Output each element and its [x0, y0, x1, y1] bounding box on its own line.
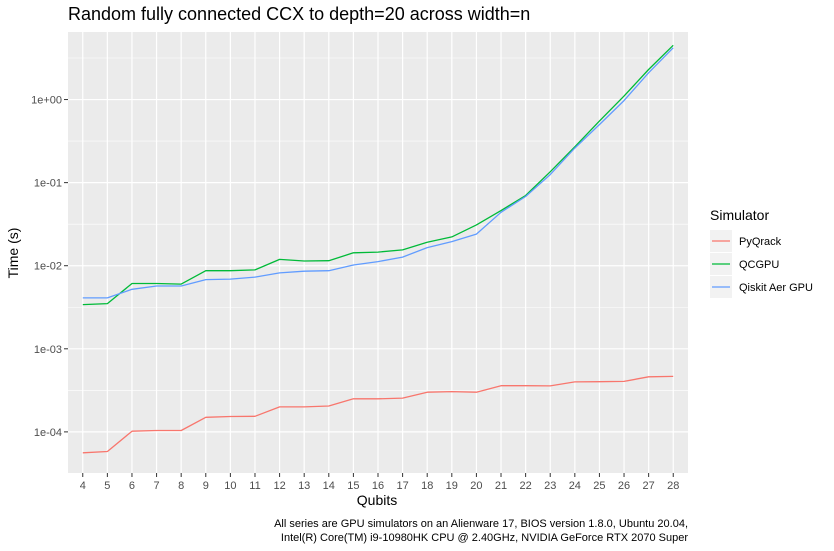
x-tick-label: 10	[224, 480, 236, 492]
caption-line-1: All series are GPU simulators on an Alie…	[274, 518, 688, 530]
x-tick-label: 15	[347, 480, 359, 492]
x-axis-title: Qubits	[357, 492, 397, 508]
x-tick-label: 27	[643, 480, 655, 492]
series-lines	[82, 44, 674, 454]
y-tick-label: 1e+00	[31, 95, 62, 107]
x-tick-label: 8	[178, 480, 184, 492]
x-tick-label: 17	[396, 480, 408, 492]
legend: Simulator PyQrack QCGPU Qiskit Aer GPU	[710, 207, 813, 298]
x-tick-label: 25	[593, 480, 605, 492]
y-tick-label: 1e-03	[34, 344, 62, 356]
legend-label: Qiskit Aer GPU	[739, 282, 813, 294]
x-tick-label: 20	[470, 480, 482, 492]
x-axis: 4 5 6 7 8 9 10 11 12 13 14 15 16 17 18 19 20 21 22 23 24 25 26…	[80, 473, 679, 492]
x-tick-label: 12	[273, 480, 285, 492]
x-tick-label: 26	[618, 480, 630, 492]
x-tick-label: 18	[421, 480, 433, 492]
y-axis: 1e-04 1e-03 1e-02 1e-01 1e+00	[31, 95, 68, 439]
legend-title: Simulator	[710, 207, 769, 223]
x-tick-label: 13	[298, 480, 310, 492]
legend-items: PyQrack QCGPU Qiskit Aer GPU	[710, 230, 813, 298]
y-axis-title: Time (s)	[5, 228, 21, 279]
x-tick-label: 21	[495, 480, 507, 492]
x-tick-label: 6	[129, 480, 135, 492]
x-tick-label: 7	[154, 480, 160, 492]
series-line	[82, 44, 674, 306]
x-tick-label: 19	[446, 480, 458, 492]
y-tick-label: 1e-01	[34, 178, 62, 190]
x-tick-label: 24	[569, 480, 581, 492]
y-tick-label: 1e-04	[34, 427, 62, 439]
y-tick-label: 1e-02	[34, 261, 62, 273]
x-tick-label: 5	[104, 480, 110, 492]
x-tick-label: 23	[544, 480, 556, 492]
legend-label: QCGPU	[739, 259, 779, 271]
x-tick-label: 9	[203, 480, 209, 492]
chart-title: Random fully connected CCX to depth=20 a…	[68, 4, 530, 24]
x-tick-label: 22	[519, 480, 531, 492]
x-tick-label: 16	[372, 480, 384, 492]
series-line	[82, 375, 674, 454]
x-tick-label: 4	[80, 480, 86, 492]
x-tick-label: 28	[667, 480, 679, 492]
caption-line-2: Intel(R) Core(TM) i9-10980HK CPU @ 2.40G…	[281, 532, 688, 544]
x-tick-label: 11	[249, 480, 260, 492]
series-line	[82, 47, 674, 299]
legend-label: PyQrack	[739, 236, 782, 248]
x-tick-label: 14	[323, 480, 335, 492]
